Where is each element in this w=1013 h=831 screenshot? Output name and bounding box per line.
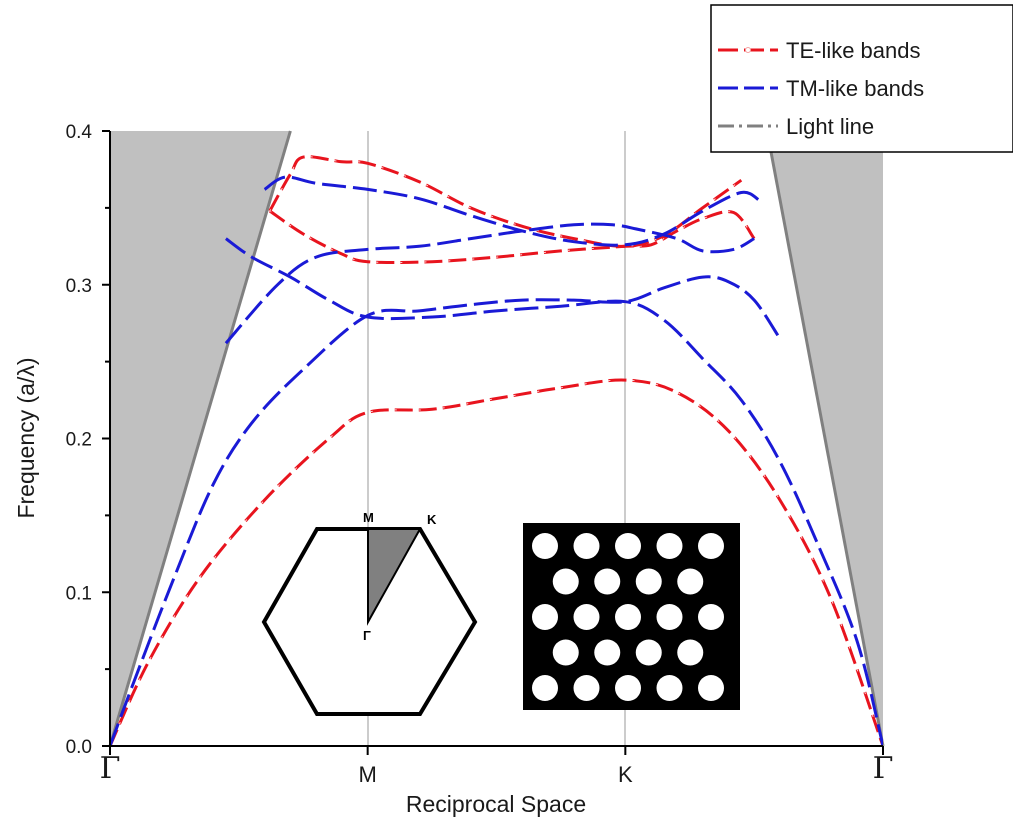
light-line-left xyxy=(108,130,292,747)
lattice-hole xyxy=(552,568,579,595)
lattice-hole xyxy=(698,533,724,559)
light-line-right xyxy=(765,130,885,747)
light-cone-region xyxy=(108,130,885,747)
tm-band-5 xyxy=(110,275,782,746)
bz-label-K: K xyxy=(427,512,437,527)
lattice-hole xyxy=(656,675,683,701)
lattice-hole xyxy=(573,675,600,701)
lattice-hole xyxy=(635,568,662,595)
y-tick-label: 0.0 xyxy=(66,737,92,758)
legend-item-light-line: Light line xyxy=(718,114,874,139)
legend-label-tm: TM-like bands xyxy=(786,76,924,101)
lattice-hole xyxy=(573,533,600,559)
x-tick-label: Γ xyxy=(100,751,121,786)
lattice-hole xyxy=(698,604,724,630)
y-axis-title: Frequency (a/λ) xyxy=(13,357,39,518)
lattice-hole xyxy=(635,639,662,666)
lattice-hole xyxy=(677,568,704,595)
lattice-hole xyxy=(594,639,621,666)
legend-item-te: TE-like bands xyxy=(718,38,921,63)
tm-band-6 xyxy=(225,237,883,746)
lattice-hole xyxy=(532,675,558,701)
band-curves xyxy=(110,155,883,746)
photonic-crystal-inset xyxy=(523,523,740,710)
bz-label-M: M xyxy=(363,510,374,525)
lattice-holes xyxy=(532,533,724,701)
lattice-hole xyxy=(615,675,641,701)
y-tick-label: 0.3 xyxy=(66,276,92,297)
lattice-hole xyxy=(656,533,683,559)
y-tick-label: 0.1 xyxy=(66,583,92,604)
lattice-hole xyxy=(573,604,600,630)
lattice-hole xyxy=(656,604,683,630)
x-tick-label: K xyxy=(618,762,633,787)
legend: TE-like bands TM-like bands Light line xyxy=(710,4,1013,153)
lattice-hole xyxy=(532,533,558,559)
lattice-hole xyxy=(594,568,621,595)
y-tick-label: 0.4 xyxy=(66,122,93,143)
x-axis-title: Reciprocal Space xyxy=(406,791,586,817)
brillouin-zone-inset: M K Γ xyxy=(261,510,478,716)
lattice-hole xyxy=(698,675,724,701)
lattice-hole xyxy=(615,604,641,630)
te-band-1 xyxy=(268,209,756,264)
te-band-0 xyxy=(110,378,883,746)
bz-label-gamma: Γ xyxy=(363,628,371,643)
legend-label-light-line: Light line xyxy=(786,114,874,139)
y-tick-label: 0.2 xyxy=(66,430,92,451)
lattice-hole xyxy=(532,604,558,630)
legend-label-te: TE-like bands xyxy=(786,38,921,63)
x-tick-label: Γ xyxy=(873,751,894,786)
tm-band-3 xyxy=(224,222,755,345)
y-axis-ticks: 0.0 0.1 0.2 0.3 0.4 xyxy=(66,122,110,758)
tm-band-4 xyxy=(263,175,761,247)
te-band-0-highlight xyxy=(110,379,883,746)
x-tick-label: M xyxy=(359,762,377,787)
lattice-hole xyxy=(677,639,704,666)
lattice-hole xyxy=(552,639,579,666)
irreducible-zone-wedge xyxy=(367,528,422,626)
lattice-hole xyxy=(615,533,641,559)
legend-item-tm: TM-like bands xyxy=(718,76,924,101)
